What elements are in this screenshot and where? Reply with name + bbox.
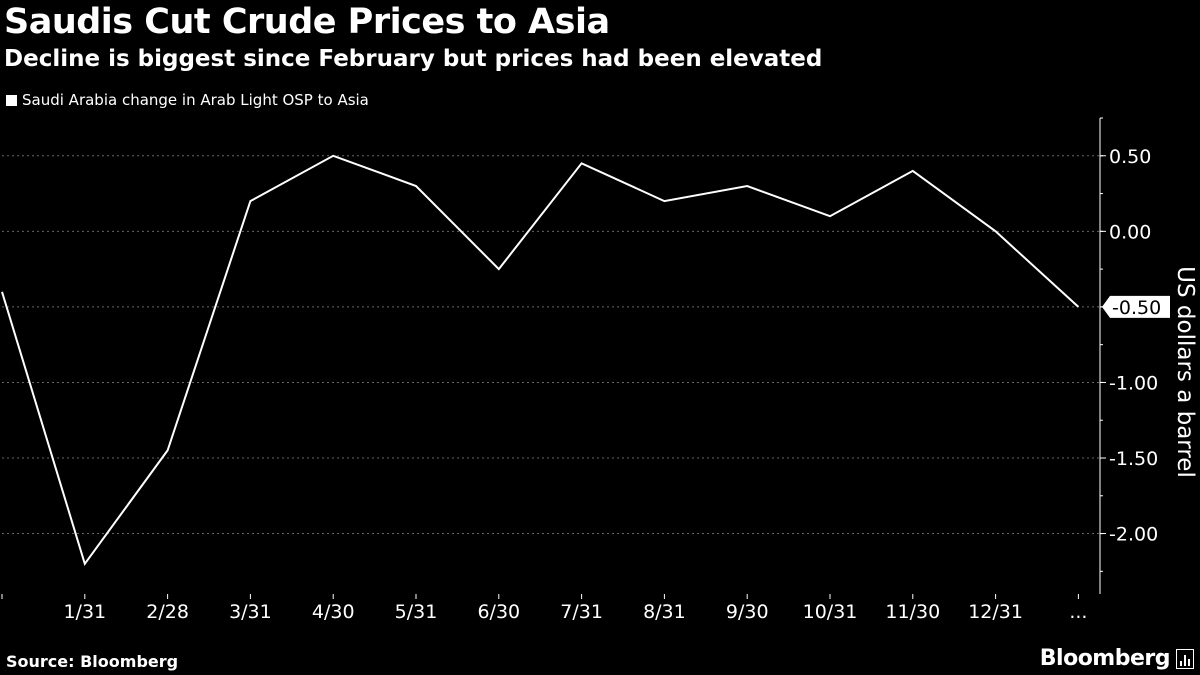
y-tick-label: -1.00 xyxy=(1109,372,1158,394)
y-axis-title: US dollars a barrel xyxy=(1172,266,1198,478)
x-tick-label: 11/30 xyxy=(885,601,940,623)
chart-subtitle: Decline is biggest since February but pr… xyxy=(4,46,823,72)
y-tick-label: 0.00 xyxy=(1109,221,1151,243)
y-tick-label: 0.50 xyxy=(1109,146,1151,168)
y-tick-label: -1.50 xyxy=(1109,448,1158,470)
last-value-callout xyxy=(1102,295,1170,318)
x-tick-label: 4/30 xyxy=(312,601,355,623)
x-tick-label: 12/31 xyxy=(968,601,1023,623)
x-tick-label: 10/31 xyxy=(803,601,858,623)
legend-swatch xyxy=(6,94,17,106)
x-tick-label: 1/31 xyxy=(63,601,106,623)
x-tick-label: 9/30 xyxy=(726,601,769,623)
x-tick-label: 6/30 xyxy=(477,601,520,623)
x-tick-label: 5/31 xyxy=(395,601,438,623)
legend: Saudi Arabia change in Arab Light OSP to… xyxy=(6,91,369,109)
last-value-label: -0.50 xyxy=(1112,297,1161,319)
x-tick-label: 2/28 xyxy=(146,601,189,623)
brand-text: Bloomberg xyxy=(1039,646,1171,671)
x-tick-label: 7/31 xyxy=(560,601,603,623)
chart-title: Saudis Cut Crude Prices to Asia xyxy=(4,2,610,42)
legend-label: Saudi Arabia change in Arab Light OSP to… xyxy=(22,91,369,109)
bloomberg-chart-icon xyxy=(1176,648,1194,669)
brand-logo: Bloomberg xyxy=(1040,646,1194,671)
x-tick-label: 8/31 xyxy=(643,601,686,623)
series-line xyxy=(1,154,1080,567)
source-note: Source: Bloomberg xyxy=(6,652,179,671)
y-tick-label: -2.00 xyxy=(1109,524,1158,546)
x-tick-label: ... xyxy=(1069,601,1087,623)
x-tick-label: 3/31 xyxy=(229,601,272,623)
